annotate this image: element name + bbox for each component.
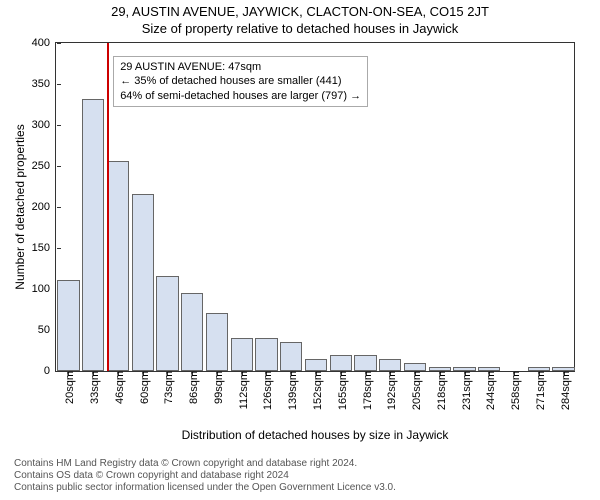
footer-line-2: Contains OS data © Crown copyright and d… <box>14 470 396 482</box>
x-tick-label: 99sqm <box>209 371 225 404</box>
x-tick-label: 205sqm <box>407 371 423 410</box>
x-tick-label: 86sqm <box>184 371 200 404</box>
histogram-bar <box>379 359 401 371</box>
reference-line <box>107 43 109 371</box>
annotation-line: ← 35% of detached houses are smaller (44… <box>120 74 361 88</box>
x-tick-label: 218sqm <box>432 371 448 410</box>
histogram-bar <box>330 355 352 372</box>
page-title-2: Size of property relative to detached ho… <box>0 21 600 38</box>
x-tick-label: 231sqm <box>457 371 473 410</box>
histogram-bar <box>255 338 277 371</box>
footer-line-1: Contains HM Land Registry data © Crown c… <box>14 458 396 470</box>
x-tick-label: 60sqm <box>135 371 151 404</box>
y-tick: 100 <box>32 283 56 295</box>
x-tick-label: 284sqm <box>556 371 572 410</box>
histogram-chart: 05010015020025030035040020sqm33sqm46sqm6… <box>55 42 575 372</box>
histogram-bar <box>404 363 426 371</box>
histogram-bar <box>57 280 79 371</box>
x-tick-label: 258sqm <box>506 371 522 410</box>
x-tick-label: 20sqm <box>60 371 76 404</box>
histogram-bar <box>305 359 327 371</box>
annotation-line: 64% of semi-detached houses are larger (… <box>120 89 361 103</box>
histogram-bar <box>181 293 203 371</box>
x-tick-label: 112sqm <box>234 371 250 409</box>
page-title-1: 29, AUSTIN AVENUE, JAYWICK, CLACTON-ON-S… <box>0 0 600 21</box>
histogram-bar <box>354 355 376 372</box>
x-tick-label: 165sqm <box>333 371 349 410</box>
histogram-bar <box>280 342 302 371</box>
y-tick: 150 <box>32 242 56 254</box>
y-tick: 250 <box>32 160 56 172</box>
x-tick-label: 126sqm <box>258 371 274 410</box>
y-tick: 200 <box>32 201 56 213</box>
y-tick: 350 <box>32 78 56 90</box>
x-tick-label: 139sqm <box>283 371 299 410</box>
x-tick-label: 271sqm <box>531 371 547 410</box>
x-tick-label: 46sqm <box>110 371 126 404</box>
histogram-bar <box>107 161 129 371</box>
y-tick: 400 <box>32 37 56 49</box>
x-tick-label: 73sqm <box>159 371 175 404</box>
y-tick: 0 <box>44 365 56 377</box>
histogram-bar <box>156 276 178 371</box>
histogram-bar <box>132 194 154 371</box>
x-tick-label: 244sqm <box>481 371 497 410</box>
x-axis-label: Distribution of detached houses by size … <box>55 428 575 442</box>
annotation-line: 29 AUSTIN AVENUE: 47sqm <box>120 60 361 74</box>
x-tick-label: 178sqm <box>358 371 374 410</box>
x-tick-label: 192sqm <box>382 371 398 410</box>
y-axis-label: Number of detached properties <box>13 42 27 372</box>
footer-text: Contains HM Land Registry data © Crown c… <box>14 458 396 494</box>
y-tick: 50 <box>38 324 56 336</box>
footer-line-3: Contains public sector information licen… <box>14 482 396 494</box>
x-tick-label: 152sqm <box>308 371 324 410</box>
histogram-bar <box>231 338 253 371</box>
histogram-bar <box>82 99 104 371</box>
x-tick-label: 33sqm <box>85 371 101 404</box>
y-tick: 300 <box>32 119 56 131</box>
histogram-bar <box>206 313 228 371</box>
annotation-box: 29 AUSTIN AVENUE: 47sqm← 35% of detached… <box>113 56 368 107</box>
